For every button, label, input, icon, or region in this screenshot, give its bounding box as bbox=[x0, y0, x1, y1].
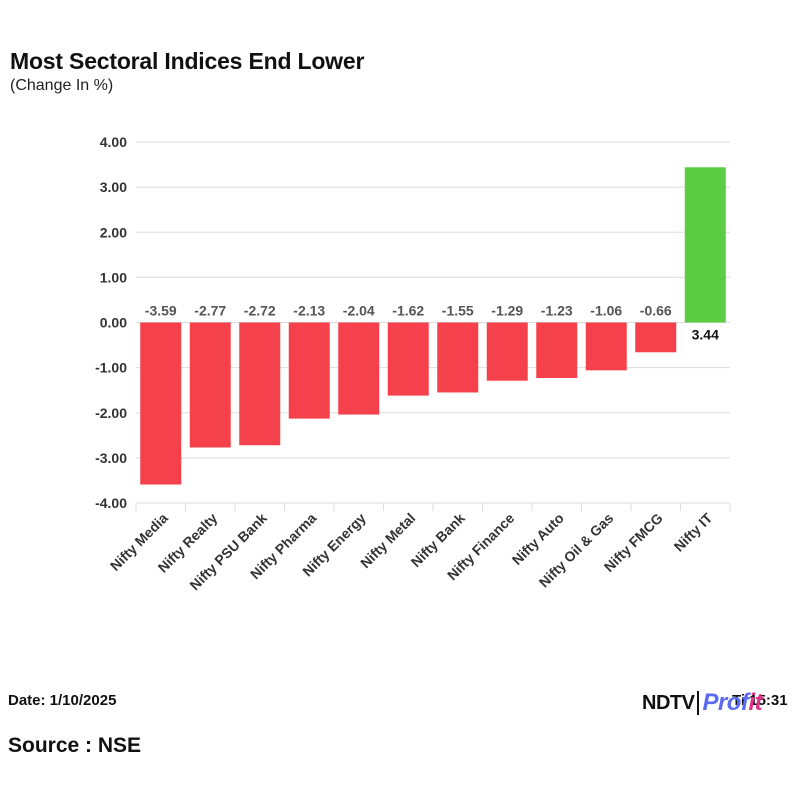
data-label: -1.23 bbox=[541, 303, 573, 319]
bar bbox=[140, 322, 182, 485]
data-label: -3.59 bbox=[145, 303, 177, 319]
logo-profit-tail: it bbox=[748, 689, 763, 716]
bar bbox=[189, 322, 231, 448]
y-tick-label: -3.00 bbox=[95, 450, 127, 466]
bar bbox=[585, 322, 627, 371]
data-label: -1.29 bbox=[491, 303, 523, 319]
bar bbox=[437, 322, 479, 393]
bar-chart: 4.00 3.00 2.00 1.00 0.00 -1.00 -2.00 -3.00 -4.00… bbox=[95, 134, 731, 593]
data-label: -0.66 bbox=[640, 303, 672, 319]
bar bbox=[536, 322, 578, 379]
logo-profit-head: Prof bbox=[702, 689, 749, 716]
ndtv-profit-logo: NDTV Profit bbox=[642, 688, 763, 718]
y-tick-label: 3.00 bbox=[100, 179, 127, 195]
y-tick-label: -1.00 bbox=[95, 360, 127, 376]
footer-date: Date: 1/10/2025 bbox=[8, 692, 117, 709]
bar bbox=[239, 322, 281, 446]
y-tick-label: -2.00 bbox=[95, 405, 127, 421]
logo-profit-wordmark: Profit bbox=[702, 689, 762, 717]
bar bbox=[288, 322, 330, 419]
footer-time: Ti 15:31 bbox=[732, 692, 788, 709]
data-label: -1.06 bbox=[590, 303, 622, 319]
y-tick-label: -4.00 bbox=[95, 495, 127, 511]
data-label: -2.77 bbox=[194, 303, 226, 319]
chart-title: Most Sectoral Indices End Lower bbox=[10, 48, 365, 74]
bar bbox=[486, 322, 528, 381]
x-category-label: Nifty IT bbox=[671, 509, 716, 554]
bar bbox=[338, 322, 380, 415]
logo-ndtv-text: NDTV bbox=[642, 691, 695, 714]
bar bbox=[684, 167, 726, 323]
bar bbox=[387, 322, 429, 396]
y-tick-label: 2.00 bbox=[100, 224, 127, 240]
y-tick-label: 1.00 bbox=[100, 269, 127, 285]
logo-ndtv-wordmark: NDTV bbox=[642, 691, 695, 715]
source-note: Source : NSE bbox=[8, 734, 142, 757]
data-label: -2.04 bbox=[343, 303, 375, 319]
data-label: 3.44 bbox=[692, 327, 719, 343]
y-tick-label: 4.00 bbox=[100, 134, 127, 150]
data-label: -2.13 bbox=[293, 303, 325, 319]
chart-subtitle: (Change In %) bbox=[10, 77, 114, 94]
data-label: -1.62 bbox=[392, 303, 424, 319]
data-label: -1.55 bbox=[442, 303, 474, 319]
bar bbox=[635, 322, 677, 353]
y-tick-label: 0.00 bbox=[100, 315, 127, 331]
logo-separator bbox=[697, 691, 700, 715]
data-label: -2.72 bbox=[244, 303, 276, 319]
